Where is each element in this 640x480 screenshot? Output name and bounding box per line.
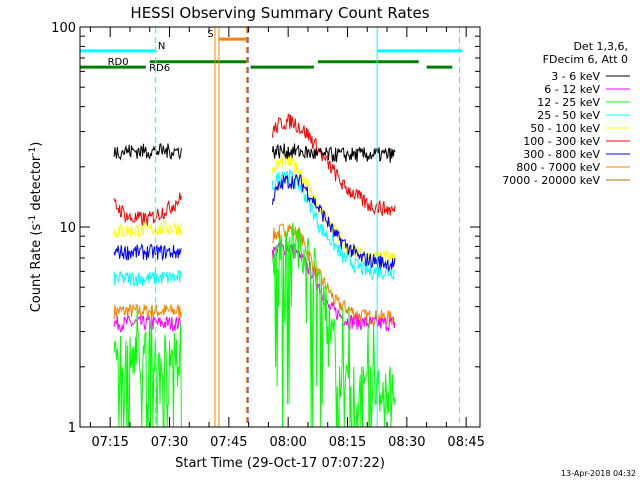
x-tick-label: 07:30 <box>151 435 188 450</box>
x-tick-label: 08:30 <box>388 435 425 450</box>
legend-label: 100 - 300 keV <box>523 135 600 148</box>
y-axis: 1 10 100 <box>51 21 480 436</box>
y-tick-label: 10 <box>59 221 76 236</box>
legend-label: 50 - 100 keV <box>530 122 600 135</box>
y-tick-label: 1 <box>68 421 76 436</box>
x-axis: 07:15 07:30 07:45 08:00 08:15 08:30 08:45 <box>89 27 485 450</box>
x-tick-label: 08:15 <box>329 435 366 450</box>
legend-label: 800 - 7000 keV <box>516 161 600 174</box>
legend-label: 12 - 25 keV <box>537 96 600 109</box>
legend-label: 7000 - 20000 keV <box>502 174 600 187</box>
legend-label: 6 - 12 keV <box>544 83 600 96</box>
y-tick-label: 100 <box>51 21 76 36</box>
plot-area <box>113 113 396 428</box>
flag-label: S <box>207 29 213 40</box>
flag-label: RD6 <box>149 63 170 74</box>
x-tick-label: 07:15 <box>91 435 128 450</box>
flag-label: N <box>158 41 165 52</box>
legend-header: FDecim 6, Att 0 <box>543 53 628 66</box>
series-line <box>113 169 396 287</box>
series-line <box>113 222 396 428</box>
y-axis-label: Count Rate (s-1 detector-1) <box>28 142 44 313</box>
series-line <box>113 151 396 266</box>
chart-title: HESSI Observing Summary Count Rates <box>130 4 429 22</box>
legend-label: 25 - 50 keV <box>537 109 600 122</box>
series-line <box>113 143 396 163</box>
x-tick-label: 08:00 <box>269 435 306 450</box>
footer-date: 13-Apr-2018 04:32 <box>561 469 636 478</box>
x-axis-label: Start Time (29-Oct-17 07:07:22) <box>175 456 385 471</box>
legend-header: Det 1,3,6, <box>573 40 628 53</box>
legend-label: 3 - 6 keV <box>551 70 600 83</box>
series-line <box>113 242 396 332</box>
x-tick-label: 08:45 <box>447 435 484 450</box>
flag-bars: N S RD0 RD6 <box>80 29 463 74</box>
series-line <box>113 223 396 327</box>
series-line <box>113 174 396 272</box>
series-line <box>113 113 396 226</box>
x-tick-label: 07:45 <box>210 435 247 450</box>
flag-label: RD0 <box>108 57 129 68</box>
legend-label: 300 - 800 keV <box>523 148 600 161</box>
